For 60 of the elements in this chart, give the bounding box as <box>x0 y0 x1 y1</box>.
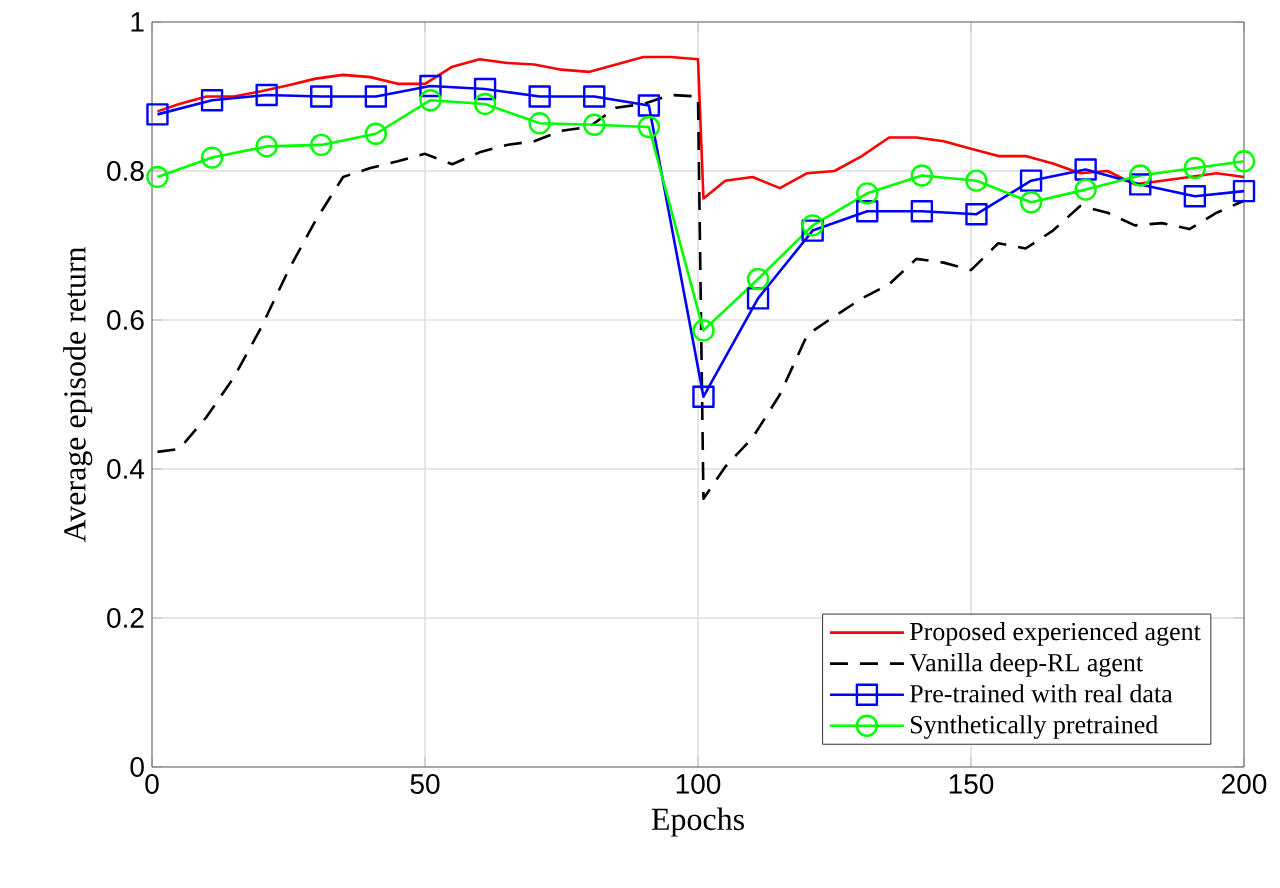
legend-label: Pre-trained with real data <box>909 684 1173 703</box>
point <box>528 112 551 135</box>
point <box>746 287 770 310</box>
point <box>637 94 661 117</box>
x-tick-label: 50 <box>410 774 440 794</box>
point <box>856 200 879 223</box>
point <box>746 267 770 291</box>
point <box>200 146 224 169</box>
x-tick-label: 100 <box>676 774 721 794</box>
point <box>473 77 497 101</box>
point <box>1019 191 1043 214</box>
legend-label: Vanilla deep-RL agent <box>909 653 1143 677</box>
point <box>910 164 934 187</box>
point <box>310 133 333 157</box>
point <box>1074 158 1097 181</box>
x-tick-label: 200 <box>1222 774 1267 794</box>
y-tick-label: 0.6 <box>107 310 144 330</box>
y-tick-label: 1 <box>131 12 144 32</box>
point <box>1129 164 1152 187</box>
point <box>801 214 824 237</box>
point <box>1129 173 1152 196</box>
line-series <box>156 93 1244 501</box>
point <box>1019 169 1043 192</box>
point <box>255 135 278 158</box>
point <box>910 200 934 223</box>
point <box>473 92 497 116</box>
point <box>419 89 442 112</box>
y-tick-label: 0.2 <box>107 608 144 628</box>
point <box>583 113 606 136</box>
point <box>1074 178 1097 201</box>
y-tick-label: 0.8 <box>107 161 144 181</box>
legend-label: Proposed experienced agent <box>909 622 1201 646</box>
point <box>583 85 606 108</box>
point <box>1183 156 1207 180</box>
point <box>801 219 824 242</box>
point <box>146 103 169 126</box>
point <box>637 115 661 139</box>
point <box>364 85 388 108</box>
legend-label: Synthetically pretrained <box>910 715 1158 739</box>
point <box>255 83 278 107</box>
point <box>1183 185 1207 208</box>
point <box>692 385 715 408</box>
point <box>419 74 442 98</box>
point <box>364 122 388 145</box>
point <box>965 169 988 192</box>
point <box>200 89 224 112</box>
y-tick-label: 0 <box>130 757 144 777</box>
x-axis-title: Epochs <box>651 807 744 837</box>
point <box>528 85 551 108</box>
y-tick-label: 0.4 <box>107 459 145 479</box>
point <box>1232 150 1256 173</box>
point <box>146 165 169 189</box>
y-axis-title: Average episode return <box>63 246 93 543</box>
x-tick-label: 0 <box>145 774 159 794</box>
point <box>965 203 988 226</box>
point <box>1232 179 1256 203</box>
point <box>692 319 715 342</box>
point <box>856 182 879 205</box>
x-tick-label: 150 <box>949 774 994 794</box>
point <box>310 85 333 108</box>
